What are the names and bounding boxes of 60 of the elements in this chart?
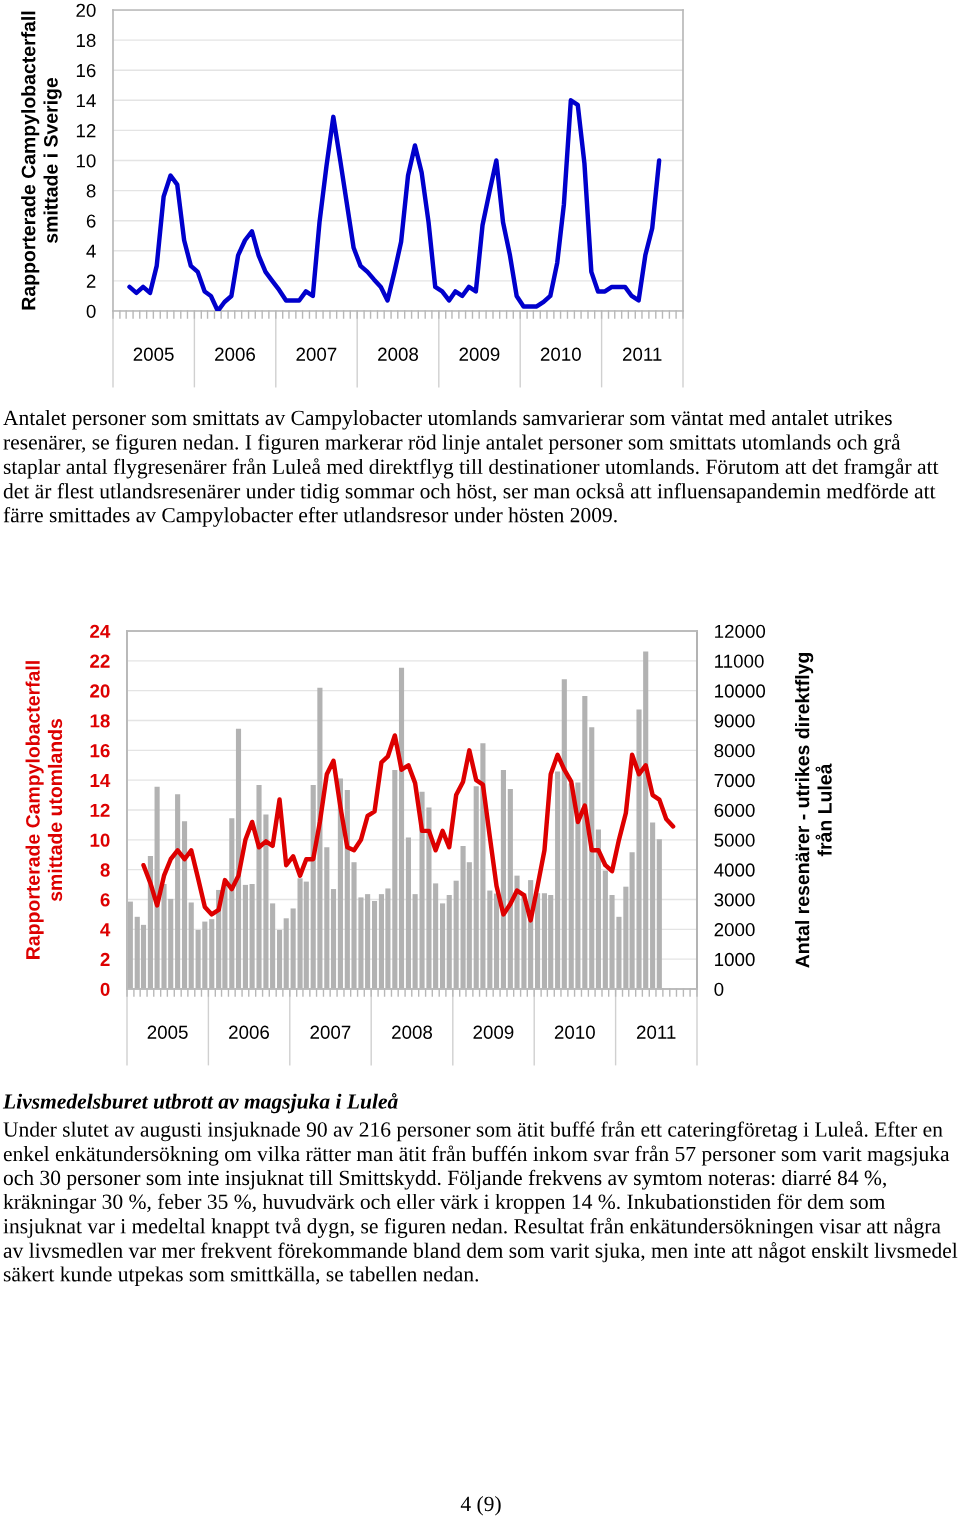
x-tick-label: 2010 [554, 1025, 595, 1039]
y-axis-title: Rapporterade Campylobacterfall smittade i Sverige [21, 11, 62, 310]
text: Under slutet av augusti insjuknade 90 av 216 personer som ätit buffé från ett cateringföretag i Luleå. Efter en enkel enkätundersökning om vilka rätter man ätit från buffén inkom svar från 57 personer som varit magsjuka och 30 personer som inte insjuknat till Smittskydd. Följande frekvens av symtom noteras: diarré 84 %, kräkningar 30 %, feber 35 %, huvudvärk och eller värk i kroppen 14 %. Inkubationstiden för dem som insjuknat var i medeltal knappt två dygn, se figuren nedan. Resultat från enkätundersökningen visar att några av livsmedlen var mer frekvent förekommande bland dem som varit sjuka, men inte att något enskilt livsmedel säkert kunde utpekas som smittkälla, se tabellen nedan. [3, 1121, 958, 1286]
x-tick-label: 2005 [133, 347, 174, 361]
y-tick-label: 14 [90, 774, 111, 787]
y2-tick-label: 3000 [714, 893, 755, 907]
y2-tick-label: 11000 [715, 654, 764, 668]
y-tick-label: 16 [90, 744, 110, 758]
x-tick-label: 2006 [215, 347, 256, 361]
line-series [127, 98, 662, 311]
y-tick-label: 8 [86, 184, 96, 198]
y-tick-label: 6 [100, 893, 110, 907]
y-tick-label: 0 [100, 982, 110, 996]
line-series [141, 733, 676, 923]
y-tick-label: 2 [100, 952, 110, 966]
y-tick-label: 12 [76, 124, 96, 138]
y-tick-label: 4 [86, 244, 96, 258]
y-tick-label: 18 [76, 33, 96, 48]
x-tick-label: 2007 [310, 1025, 351, 1039]
y2-axis-title: Antal resenärer - utrikes direktflyg från Luleå [795, 652, 832, 968]
y-tick-label: 20 [76, 3, 96, 17]
y-tick-label: 0 [86, 304, 96, 318]
x-tick-label: 2006 [229, 1025, 270, 1039]
y2-tick-label: 5000 [714, 833, 755, 847]
x-tick-label: 2005 [147, 1025, 188, 1039]
text: 4 (9) [460, 1496, 501, 1516]
y-tick-label: 24 [90, 624, 111, 638]
y2-tick-label: 9000 [714, 714, 755, 728]
x-tick-label: 2010 [540, 347, 581, 361]
y-tick-label: 10 [76, 154, 96, 168]
x-tick-label: 2008 [378, 347, 419, 361]
y2-tick-label: 7000 [714, 773, 755, 788]
x-tick-label: 2011 [622, 347, 662, 361]
x-tick-label: 2008 [392, 1025, 433, 1039]
y2-tick-label: 12000 [715, 624, 766, 638]
y-tick-label: 14 [76, 94, 96, 108]
y-tick-label: 8 [100, 863, 110, 877]
x-tick-label: 2007 [296, 347, 337, 361]
y-tick-label: 6 [86, 214, 96, 228]
y-tick-label: 16 [76, 63, 96, 78]
text: Antalet personer som smittats av Campylobacter utomlands samvarierar som väntat med antalet utrikes resenärer, se figuren nedan. I figuren markerar röd linje antalet personer som smittats utomlands och grå staplar antal flygresenärer från Luleå med direktflyg till destinationer utomlands. Förutom att det framgår att det är flest utlandsresenärer under tidig sommar och höst, ser man också att influensapandemin medförde att färre smittades av Campylobacter efter utlandsresor under hösten 2009. [3, 410, 939, 527]
y-tick-label: 2 [86, 274, 96, 288]
y2-tick-label: 6000 [714, 803, 755, 817]
x-tick-label: 2011 [636, 1025, 676, 1039]
y-tick-label: 20 [90, 684, 110, 698]
x-tick-label: 2009 [459, 347, 500, 361]
y2-tick-label: 1000 [715, 952, 755, 967]
y2-tick-label: 2000 [714, 923, 755, 937]
y2-tick-label: 8000 [714, 744, 755, 758]
y2-tick-label: 10000 [715, 684, 766, 698]
y-tick-label: 18 [90, 714, 110, 728]
y2-tick-label: 4000 [714, 863, 755, 877]
y-tick-label: 22 [90, 654, 110, 668]
y2-tick-label: 0 [714, 982, 724, 996]
text: Livsmedelsburet utbrott av magsjuka i Luleå [2, 1093, 398, 1114]
y-tick-label: 10 [90, 833, 110, 847]
x-tick-label: 2009 [473, 1025, 514, 1039]
y-axis-title: Rapporterade Campylobacterfall smittade utomlands [25, 661, 63, 959]
y-tick-label: 4 [100, 923, 111, 937]
y-tick-label: 12 [90, 803, 110, 817]
